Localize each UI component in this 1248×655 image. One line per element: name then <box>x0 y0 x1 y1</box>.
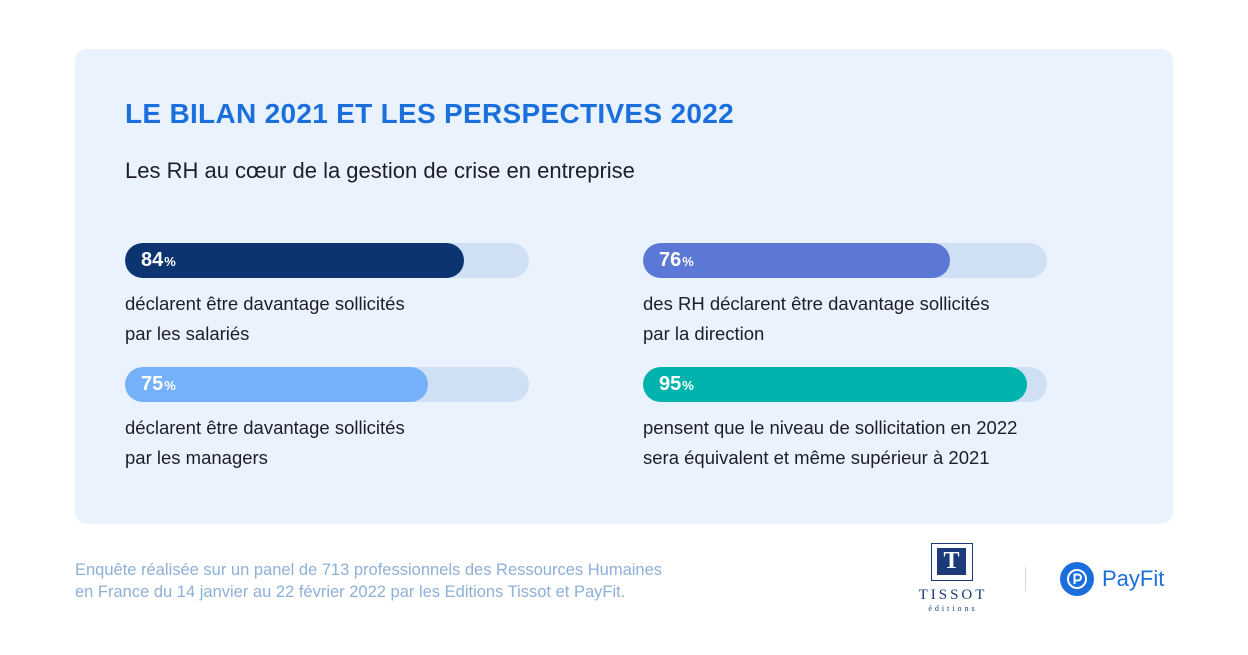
payfit-glyph <box>1067 569 1087 589</box>
percent-value: 76 <box>659 249 682 271</box>
percent-symbol: % <box>682 378 694 393</box>
progress-fill <box>125 243 465 278</box>
stat-block: 84% déclarent être davantage sollicités … <box>125 243 529 349</box>
stat-description: pensent que le niveau de sollicitation e… <box>643 413 1047 473</box>
description-line: déclarent être davantage sollicités <box>125 293 405 314</box>
description-line: des RH déclarent être davantage sollicit… <box>643 293 990 314</box>
logo-divider <box>1025 567 1026 591</box>
description-line: par la direction <box>643 323 765 344</box>
percent-label: 76% <box>659 243 694 278</box>
description-line: déclarent être davantage sollicités <box>125 417 405 438</box>
percent-label: 95% <box>659 367 694 402</box>
progress-track: 76% <box>643 243 1047 278</box>
tissot-wordmark: TISSOT <box>918 587 988 603</box>
page-subtitle: Les RH au cœur de la gestion de crise en… <box>125 158 635 183</box>
progress-track: 95% <box>643 367 1047 402</box>
tissot-subtitle: éditions <box>928 604 978 613</box>
percent-value: 84 <box>141 249 164 271</box>
percent-symbol: % <box>164 378 176 393</box>
percent-value: 75 <box>141 373 164 395</box>
progress-track: 75% <box>125 367 529 402</box>
stat-block: 75% déclarent être davantage sollicités … <box>125 367 529 473</box>
payfit-wordmark: PayFit <box>1102 566 1165 591</box>
stat-description: des RH déclarent être davantage sollicit… <box>643 289 1047 349</box>
page-title: LE BILAN 2021 ET LES PERSPECTIVES 2022 <box>125 98 734 129</box>
stat-block: 76% des RH déclarent être davantage soll… <box>643 243 1047 349</box>
stat-description: déclarent être davantage sollicités par … <box>125 289 529 349</box>
percent-label: 75% <box>141 367 176 402</box>
payfit-logo: PayFit <box>1060 562 1164 596</box>
description-line: pensent que le niveau de sollicitation e… <box>643 417 1018 438</box>
description-line: sera équivalent et même supérieur à 2021 <box>643 447 990 468</box>
percent-symbol: % <box>164 254 176 269</box>
percent-label: 84% <box>141 243 176 278</box>
progress-track: 84% <box>125 243 529 278</box>
stat-block: 95% pensent que le niveau de sollicitati… <box>643 367 1047 473</box>
survey-footnote: Enquête réalisée sur un panel de 713 pro… <box>75 559 662 603</box>
footnote-line: Enquête réalisée sur un panel de 713 pro… <box>75 561 663 579</box>
progress-fill <box>125 367 428 402</box>
footnote-line: en France du 14 janvier au 22 février 20… <box>75 583 626 601</box>
stat-description: déclarent être davantage sollicités par … <box>125 413 529 473</box>
progress-fill <box>643 367 1027 402</box>
payfit-icon <box>1060 562 1094 596</box>
description-line: par les managers <box>125 447 268 468</box>
tissot-letter: T <box>937 548 966 575</box>
tissot-logo: T TISSOT éditions <box>908 541 998 617</box>
tissot-emblem: T <box>931 543 973 581</box>
description-line: par les salariés <box>125 323 250 344</box>
percent-value: 95 <box>659 373 682 395</box>
summary-card: LE BILAN 2021 ET LES PERSPECTIVES 2022 L… <box>75 49 1173 524</box>
progress-fill <box>643 243 951 278</box>
percent-symbol: % <box>682 254 694 269</box>
